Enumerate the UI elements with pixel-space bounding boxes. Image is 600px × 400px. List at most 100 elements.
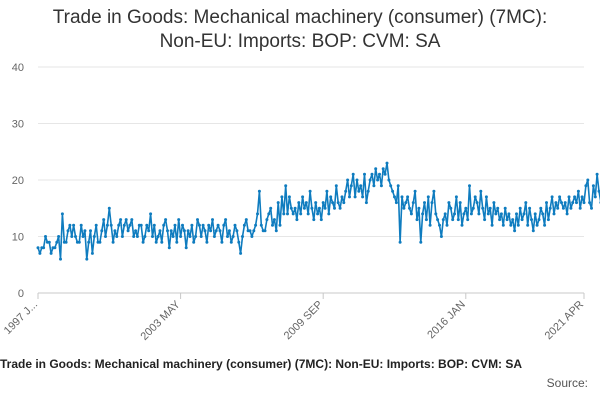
data-point[interactable] [586, 178, 590, 182]
data-point[interactable] [152, 223, 156, 227]
data-point[interactable] [541, 212, 545, 216]
data-point[interactable] [272, 218, 276, 222]
data-point[interactable] [265, 218, 269, 222]
data-point[interactable] [186, 229, 190, 233]
data-point[interactable] [387, 178, 391, 182]
data-point[interactable] [325, 189, 329, 193]
data-point[interactable] [323, 206, 327, 210]
data-point[interactable] [122, 223, 126, 227]
data-point[interactable] [177, 218, 181, 222]
data-point[interactable] [158, 229, 162, 233]
data-point[interactable] [117, 223, 121, 227]
data-point[interactable] [181, 223, 184, 227]
data-point[interactable] [432, 189, 436, 193]
data-point[interactable] [237, 240, 241, 244]
data-point[interactable] [74, 235, 77, 238]
data-point[interactable] [135, 235, 139, 238]
data-point[interactable] [468, 184, 471, 188]
data-point[interactable] [59, 257, 62, 261]
data-point[interactable] [430, 201, 434, 205]
data-point[interactable] [295, 218, 299, 222]
data-point[interactable] [66, 229, 70, 233]
data-point[interactable] [287, 195, 291, 199]
data-point[interactable] [426, 195, 430, 199]
data-point[interactable] [460, 223, 464, 227]
data-point[interactable] [530, 218, 533, 222]
data-point[interactable] [192, 240, 196, 244]
data-point[interactable] [175, 240, 179, 244]
data-point[interactable] [199, 235, 203, 238]
data-point[interactable] [151, 235, 154, 238]
data-point[interactable] [421, 212, 425, 216]
data-point[interactable] [385, 161, 389, 165]
data-point[interactable] [100, 229, 104, 233]
data-point[interactable] [259, 223, 263, 227]
data-point[interactable] [516, 223, 520, 227]
data-point[interactable] [349, 184, 353, 188]
data-point[interactable] [400, 195, 404, 199]
data-point[interactable] [389, 184, 393, 188]
data-point[interactable] [104, 235, 107, 238]
data-point[interactable] [391, 189, 395, 193]
data-point[interactable] [436, 218, 440, 222]
data-point[interactable] [55, 240, 59, 244]
data-point[interactable] [546, 218, 550, 222]
data-point[interactable] [569, 206, 573, 210]
data-point[interactable] [329, 195, 333, 199]
data-point[interactable] [308, 189, 312, 193]
data-point[interactable] [282, 212, 286, 216]
data-point[interactable] [469, 212, 473, 216]
data-point[interactable] [355, 178, 359, 182]
data-point[interactable] [107, 206, 111, 210]
data-point[interactable] [526, 223, 530, 227]
data-point[interactable] [162, 223, 166, 227]
data-point[interactable] [143, 235, 147, 238]
data-point[interactable] [404, 201, 408, 205]
data-point[interactable] [533, 212, 537, 216]
data-point[interactable] [364, 201, 368, 205]
data-point[interactable] [336, 201, 340, 205]
data-point[interactable] [254, 223, 258, 227]
data-point[interactable] [113, 229, 117, 233]
data-point[interactable] [370, 172, 374, 176]
data-point[interactable] [396, 184, 400, 188]
data-point[interactable] [346, 178, 350, 182]
data-point[interactable] [567, 195, 571, 199]
data-point[interactable] [439, 235, 443, 238]
data-point[interactable] [552, 212, 556, 216]
data-point[interactable] [494, 212, 498, 216]
data-point[interactable] [242, 223, 246, 227]
data-point[interactable] [201, 223, 205, 227]
data-point[interactable] [584, 184, 588, 188]
data-point[interactable] [126, 229, 130, 233]
data-point[interactable] [368, 178, 372, 182]
data-point[interactable] [394, 201, 398, 205]
data-point[interactable] [496, 206, 500, 210]
data-point[interactable] [338, 206, 342, 210]
data-point[interactable] [558, 195, 562, 199]
data-point[interactable] [289, 206, 293, 210]
data-point[interactable] [578, 206, 582, 210]
data-point[interactable] [565, 212, 569, 216]
data-point[interactable] [591, 184, 595, 188]
data-point[interactable] [321, 201, 325, 205]
data-point[interactable] [229, 240, 233, 244]
data-point[interactable] [501, 223, 505, 227]
data-point[interactable] [271, 223, 274, 227]
data-point[interactable] [481, 206, 485, 210]
data-point[interactable] [102, 218, 106, 222]
data-point[interactable] [218, 229, 222, 233]
data-point[interactable] [226, 235, 229, 238]
data-point[interactable] [528, 206, 532, 210]
data-point[interactable] [250, 235, 254, 238]
data-point[interactable] [167, 246, 171, 250]
data-point[interactable] [456, 218, 460, 222]
data-point[interactable] [447, 201, 451, 205]
data-point[interactable] [211, 218, 214, 222]
data-point[interactable] [207, 223, 211, 227]
data-point[interactable] [383, 172, 387, 176]
data-point[interactable] [203, 229, 207, 233]
data-point[interactable] [119, 218, 123, 222]
data-point[interactable] [505, 218, 509, 222]
data-point[interactable] [98, 240, 102, 244]
